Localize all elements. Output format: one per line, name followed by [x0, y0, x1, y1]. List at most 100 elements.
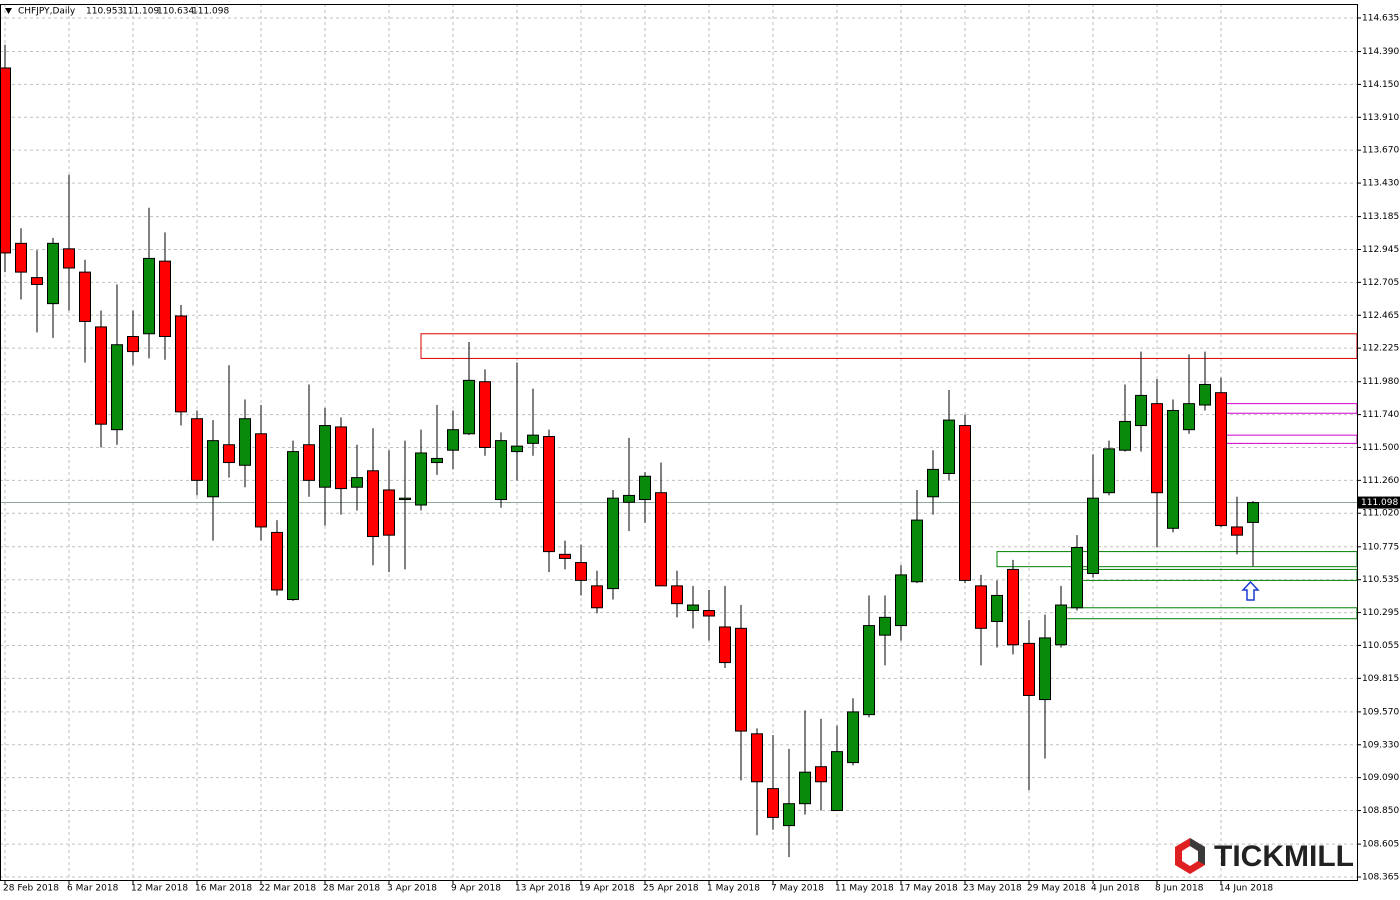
y-tick-label: 112.225	[1362, 344, 1399, 354]
candle-body	[799, 771, 811, 805]
y-tick-label: 108.605	[1362, 840, 1399, 850]
y-tick-label: 113.430	[1362, 179, 1399, 189]
candle-body	[111, 344, 123, 431]
x-tick-label: 23 May 2018	[963, 884, 1022, 894]
candle-body	[1071, 546, 1083, 609]
x-tick-label: 12 Mar 2018	[131, 884, 188, 894]
candle-body	[351, 477, 363, 488]
current-price-tag	[1358, 496, 1400, 509]
candle-body	[335, 426, 347, 490]
candle-body	[1199, 383, 1211, 406]
x-tick-label: 4 Jun 2018	[1091, 884, 1140, 894]
candle-body	[463, 379, 475, 435]
candle-body	[991, 594, 1003, 622]
candle-body	[0, 67, 11, 254]
logo-text: TICKMILL	[1214, 840, 1354, 873]
candle-body	[1007, 568, 1019, 646]
candle-body	[1215, 392, 1227, 527]
candle-body	[1231, 526, 1243, 536]
candle-body	[527, 434, 539, 444]
candle-body	[959, 425, 971, 581]
candle-body	[127, 336, 139, 353]
candle-body	[655, 492, 667, 587]
candle-body	[639, 475, 651, 501]
candle-body	[687, 604, 699, 612]
candles	[0, 44, 1259, 858]
candle-body	[95, 326, 107, 425]
candle-body	[703, 610, 715, 617]
y-tick-label: 110.775	[1362, 542, 1399, 552]
x-tick-label: 22 Mar 2018	[259, 884, 316, 894]
y-tick-label: 111.260	[1362, 476, 1399, 486]
x-tick-label: 3 Apr 2018	[387, 884, 437, 894]
x-tick-label: 19 Apr 2018	[579, 884, 635, 894]
candle-body	[879, 616, 891, 636]
y-tick-label: 108.850	[1362, 806, 1399, 816]
y-tick-label: 109.090	[1362, 773, 1399, 783]
y-tick-label: 109.815	[1362, 674, 1399, 684]
candle-body	[719, 626, 731, 664]
plot-frame	[0, 4, 1358, 881]
candle-body	[511, 445, 523, 453]
candle-body	[1039, 637, 1051, 701]
logo: TICKMILL	[1175, 838, 1354, 874]
candle-body	[191, 418, 203, 481]
candle-body	[207, 440, 219, 498]
candle-body	[383, 489, 395, 536]
y-tick-label: 113.910	[1362, 113, 1399, 123]
y-tick-label: 112.945	[1362, 245, 1399, 255]
candle-body	[479, 381, 491, 448]
y-tick-label: 114.635	[1362, 13, 1399, 23]
x-tick-label: 28 Mar 2018	[323, 884, 380, 894]
header-low: 110.634	[157, 7, 194, 17]
y-tick-label: 111.980	[1362, 377, 1399, 387]
candle-body	[863, 625, 875, 716]
current-price-label: 111.098	[1361, 498, 1398, 508]
candle-body	[783, 803, 795, 827]
candle-body	[31, 277, 43, 285]
candle-body	[1135, 394, 1147, 427]
candle-body	[63, 248, 75, 269]
candle-body	[1103, 448, 1115, 494]
y-tick-label: 113.670	[1362, 146, 1399, 156]
candle-body	[495, 440, 507, 501]
candle-body	[975, 585, 987, 629]
candle-body	[607, 497, 619, 590]
candle-body	[319, 425, 331, 488]
candle-body	[591, 585, 603, 609]
x-tick-label: 13 Apr 2018	[515, 884, 571, 894]
x-tick-label: 11 May 2018	[835, 884, 894, 894]
x-tick-label: 28 Feb 2018	[3, 884, 59, 894]
symbol-menu-icon[interactable]	[5, 8, 12, 14]
candle-body	[1055, 604, 1067, 646]
candle-body	[239, 418, 251, 466]
grid	[0, 4, 1357, 880]
y-tick-label: 111.500	[1362, 443, 1399, 453]
x-tick-label: 14 Jun 2018	[1219, 884, 1273, 894]
candle-body	[303, 444, 315, 481]
candle-body	[751, 733, 763, 783]
candle-body	[271, 531, 283, 591]
y-tick-label: 111.740	[1362, 410, 1399, 420]
candle-body	[895, 574, 907, 627]
candle-body	[543, 436, 555, 553]
candle-body	[415, 452, 427, 506]
candle-body	[367, 470, 379, 538]
y-tick-label: 109.570	[1362, 707, 1399, 717]
x-tick-label: 1 May 2018	[707, 884, 760, 894]
x-tick-label: 16 Mar 2018	[195, 884, 252, 894]
y-tick-label: 112.465	[1362, 311, 1399, 321]
chart-title: CHFJPY,Daily	[18, 7, 76, 17]
header-high: 111.109	[122, 7, 159, 17]
logo-mark-shade	[1190, 838, 1205, 865]
y-tick-label: 110.295	[1362, 608, 1399, 618]
candle-body	[1023, 642, 1035, 696]
x-tick-label: 7 May 2018	[771, 884, 824, 894]
candle-body	[623, 494, 635, 503]
y-tick-label: 109.330	[1362, 740, 1399, 750]
buy-arrow	[1241, 580, 1260, 601]
y-tick-label: 110.535	[1362, 575, 1399, 585]
y-tick-label: 112.705	[1362, 278, 1399, 288]
y-tick-label: 110.055	[1362, 641, 1399, 651]
